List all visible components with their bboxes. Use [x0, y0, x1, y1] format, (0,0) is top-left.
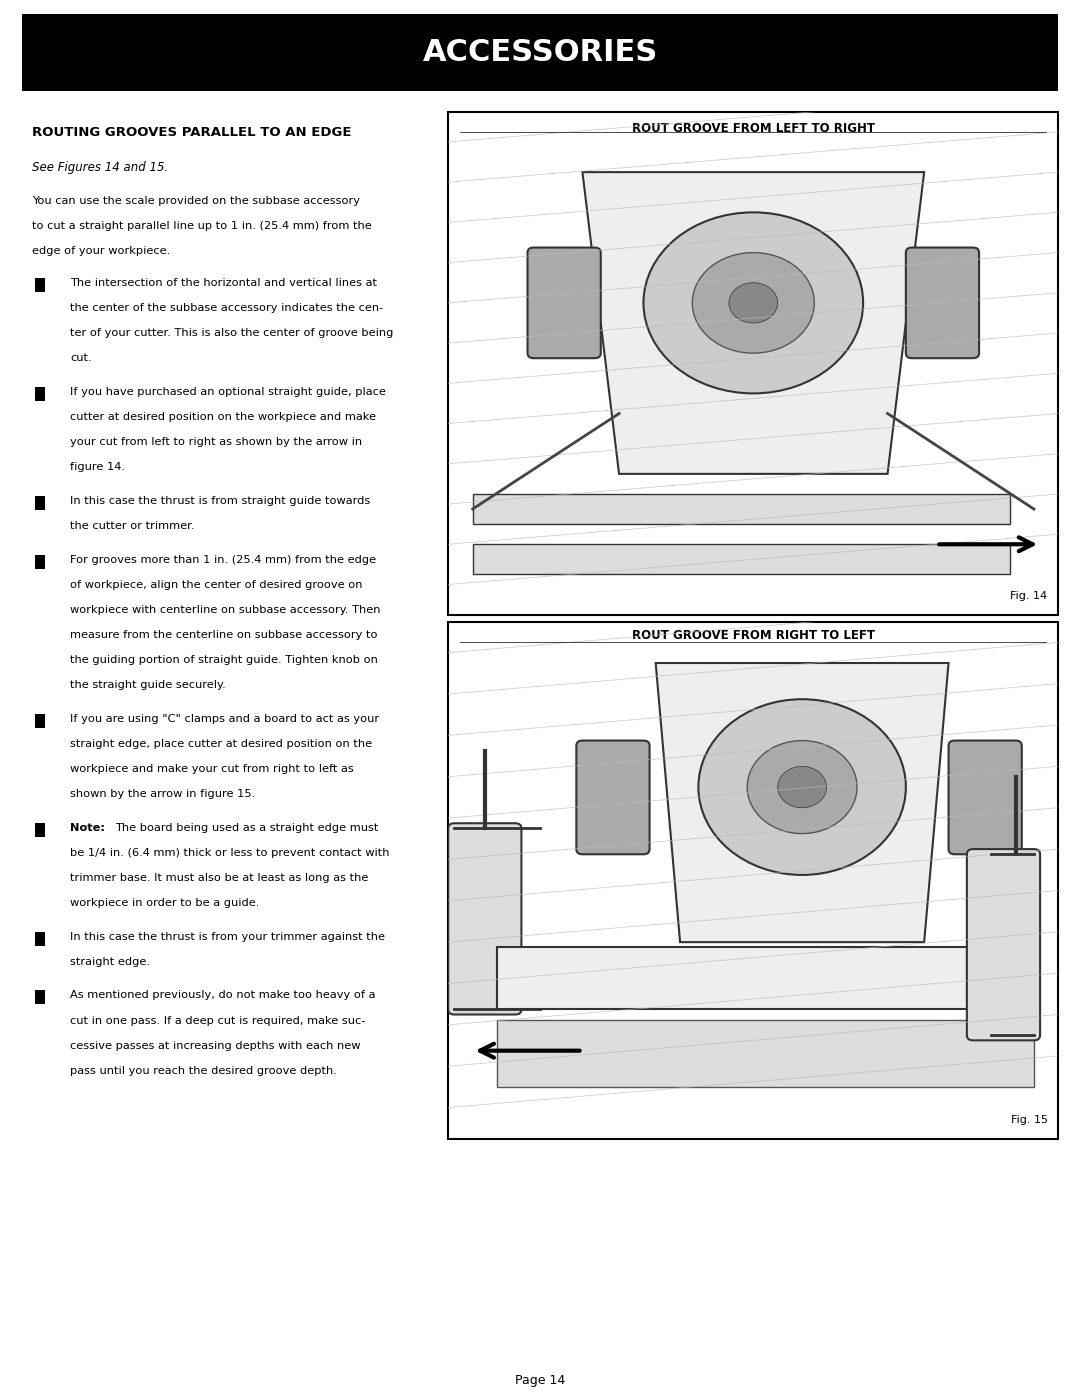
Text: ROUTING GROOVES PARALLEL TO AN EDGE: ROUTING GROOVES PARALLEL TO AN EDGE [32, 126, 352, 138]
FancyBboxPatch shape [35, 932, 45, 946]
Text: Fig. 15: Fig. 15 [1011, 1115, 1048, 1125]
Text: cut.: cut. [70, 353, 92, 363]
FancyBboxPatch shape [35, 278, 45, 292]
Circle shape [699, 698, 906, 875]
Polygon shape [582, 172, 924, 474]
FancyBboxPatch shape [35, 990, 45, 1004]
Text: For grooves more than 1 in. (25.4 mm) from the edge: For grooves more than 1 in. (25.4 mm) fr… [70, 555, 376, 564]
Text: workpiece and make your cut from right to left as: workpiece and make your cut from right t… [70, 764, 354, 774]
Text: edge of your workpiece.: edge of your workpiece. [32, 246, 171, 256]
Circle shape [692, 253, 814, 353]
Text: the straight guide securely.: the straight guide securely. [70, 680, 226, 690]
FancyBboxPatch shape [473, 495, 1010, 524]
FancyBboxPatch shape [473, 545, 1010, 574]
Text: The board being used as a straight edge must: The board being used as a straight edge … [116, 823, 379, 833]
Text: ROUT GROOVE FROM LEFT TO RIGHT: ROUT GROOVE FROM LEFT TO RIGHT [632, 122, 875, 134]
Text: workpiece with centerline on subbase accessory. Then: workpiece with centerline on subbase acc… [70, 605, 380, 615]
Text: of workpiece, align the center of desired groove on: of workpiece, align the center of desire… [70, 580, 363, 590]
Text: cutter at desired position on the workpiece and make: cutter at desired position on the workpi… [70, 412, 376, 422]
Circle shape [747, 740, 858, 834]
Text: The intersection of the horizontal and vertical lines at: The intersection of the horizontal and v… [70, 278, 377, 288]
Circle shape [644, 212, 863, 394]
Text: You can use the scale provided on the subbase accessory: You can use the scale provided on the su… [32, 196, 361, 205]
Text: straight edge.: straight edge. [70, 957, 150, 967]
FancyBboxPatch shape [35, 823, 45, 837]
FancyBboxPatch shape [948, 740, 1022, 854]
Text: figure 14.: figure 14. [70, 462, 125, 472]
Text: trimmer base. It must also be at least as long as the: trimmer base. It must also be at least a… [70, 873, 368, 883]
FancyBboxPatch shape [35, 387, 45, 401]
FancyBboxPatch shape [22, 14, 1058, 91]
FancyBboxPatch shape [497, 1020, 1034, 1087]
Text: In this case the thrust is from straight guide towards: In this case the thrust is from straight… [70, 496, 370, 506]
Text: ROUT GROOVE FROM RIGHT TO LEFT: ROUT GROOVE FROM RIGHT TO LEFT [632, 629, 875, 641]
Text: straight edge, place cutter at desired position on the: straight edge, place cutter at desired p… [70, 739, 373, 749]
FancyBboxPatch shape [967, 849, 1040, 1041]
Text: If you have purchased an optional straight guide, place: If you have purchased an optional straig… [70, 387, 386, 397]
Text: workpiece in order to be a guide.: workpiece in order to be a guide. [70, 898, 259, 908]
FancyBboxPatch shape [35, 496, 45, 510]
Text: Fig. 14: Fig. 14 [1011, 591, 1048, 601]
Text: cut in one pass. If a deep cut is required, make suc-: cut in one pass. If a deep cut is requir… [70, 1016, 365, 1025]
Text: the cutter or trimmer.: the cutter or trimmer. [70, 521, 194, 531]
Text: ter of your cutter. This is also the center of groove being: ter of your cutter. This is also the cen… [70, 328, 393, 338]
Text: the guiding portion of straight guide. Tighten knob on: the guiding portion of straight guide. T… [70, 655, 378, 665]
Text: measure from the centerline on subbase accessory to: measure from the centerline on subbase a… [70, 630, 378, 640]
Polygon shape [656, 664, 948, 942]
Text: Page 14: Page 14 [515, 1373, 565, 1387]
Text: be 1/4 in. (6.4 mm) thick or less to prevent contact with: be 1/4 in. (6.4 mm) thick or less to pre… [70, 848, 390, 858]
Text: to cut a straight parallel line up to 1 in. (25.4 mm) from the: to cut a straight parallel line up to 1 … [32, 221, 373, 231]
Text: your cut from left to right as shown by the arrow in: your cut from left to right as shown by … [70, 437, 362, 447]
FancyBboxPatch shape [527, 247, 600, 358]
FancyBboxPatch shape [35, 555, 45, 569]
Text: shown by the arrow in figure 15.: shown by the arrow in figure 15. [70, 789, 256, 799]
Text: See Figures 14 and 15.: See Figures 14 and 15. [32, 161, 168, 173]
FancyBboxPatch shape [35, 714, 45, 728]
FancyBboxPatch shape [448, 112, 1058, 615]
Text: the center of the subbase accessory indicates the cen-: the center of the subbase accessory indi… [70, 303, 383, 313]
FancyBboxPatch shape [577, 740, 649, 854]
FancyBboxPatch shape [448, 823, 522, 1014]
Circle shape [729, 282, 778, 323]
Text: Note:: Note: [70, 823, 105, 833]
Text: If you are using "C" clamps and a board to act as your: If you are using "C" clamps and a board … [70, 714, 379, 724]
FancyBboxPatch shape [448, 622, 1058, 1139]
FancyBboxPatch shape [906, 247, 980, 358]
Circle shape [778, 767, 826, 807]
Text: cessive passes at increasing depths with each new: cessive passes at increasing depths with… [70, 1041, 361, 1051]
Text: ACCESSORIES: ACCESSORIES [422, 38, 658, 67]
Text: pass until you reach the desired groove depth.: pass until you reach the desired groove … [70, 1066, 337, 1076]
FancyBboxPatch shape [497, 947, 1034, 1010]
Text: As mentioned previously, do not make too heavy of a: As mentioned previously, do not make too… [70, 990, 376, 1000]
Text: In this case the thrust is from your trimmer against the: In this case the thrust is from your tri… [70, 932, 386, 942]
